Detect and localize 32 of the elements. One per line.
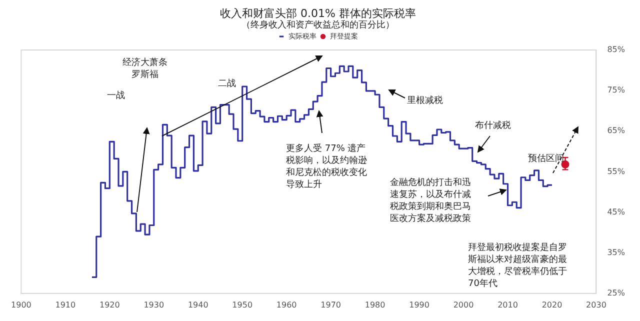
- y-tick-label: 85%: [607, 45, 626, 54]
- x-tick-label: 1920: [99, 300, 120, 310]
- x-tick-label: 2000: [453, 300, 474, 310]
- x-tick-label: 2020: [542, 300, 562, 310]
- y-tick-label: 55%: [607, 166, 626, 176]
- annotation: 布什减税: [475, 120, 512, 132]
- annotation: 拜登最初税收提案是自罗斯福以来对超级富豪的最大增税，尽管税率仍低于70年代: [468, 242, 568, 290]
- y-tick-label: 25%: [607, 288, 626, 298]
- x-tick-label: 1930: [144, 300, 164, 310]
- x-tick-label: 1900: [11, 300, 32, 310]
- annotation: 预估区间: [527, 153, 564, 165]
- annotation: 更多人受 77% 遗产税影响，以及约翰逊和尼克松的税收变化导致上升: [286, 143, 368, 191]
- x-tick-label: 1950: [232, 300, 253, 310]
- chart-subtitle: （终身收入和资产收益总和的百分比）: [242, 19, 394, 30]
- x-tick-label: 2030: [586, 300, 606, 310]
- x-tick-label: 2010: [498, 300, 518, 310]
- annotation: 二战: [217, 78, 237, 90]
- x-tick-label: 1960: [276, 300, 297, 310]
- x-tick-label: 1910: [55, 300, 76, 310]
- y-tick-label: 45%: [607, 207, 626, 216]
- annotation: 经济大萧条罗斯福: [122, 57, 168, 81]
- y-tick-label: 35%: [607, 248, 626, 257]
- annotation: 一战: [106, 90, 126, 102]
- y-tick-label: 65%: [607, 126, 626, 136]
- y-tick-label: 75%: [607, 86, 626, 95]
- x-tick-label: 1980: [364, 300, 386, 310]
- chart-title: 收入和财富头部 0.01% 群体的实际税率: [220, 6, 416, 20]
- x-tick-label: 1990: [409, 300, 430, 310]
- x-tick-label: 1970: [320, 300, 341, 310]
- annotation: 金融危机的打击和迅速复苏，以及布什减税政策到期和奥巴马医改方案及减税政策: [390, 177, 472, 225]
- annotation: 里根减税: [407, 95, 444, 107]
- x-tick-label: 1940: [188, 300, 208, 310]
